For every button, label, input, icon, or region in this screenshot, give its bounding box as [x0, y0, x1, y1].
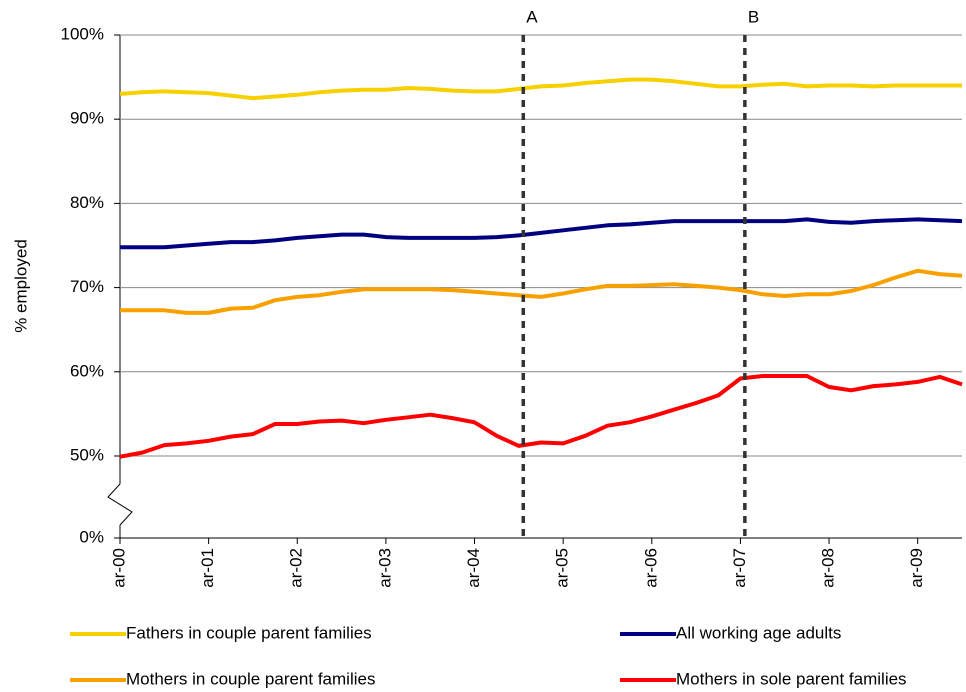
- axis-break: [107, 483, 133, 526]
- x-tick-label: ar-06: [641, 548, 660, 588]
- x-tick-label: ar-04: [464, 548, 483, 588]
- legend-label: Mothers in sole parent families: [676, 669, 907, 688]
- x-tick-label: ar-07: [730, 548, 749, 588]
- line-series: [119, 77, 962, 101]
- annotation-label: B: [748, 7, 759, 26]
- y-tick-label: 80%: [70, 193, 104, 212]
- x-tick-label: ar-00: [109, 548, 128, 588]
- x-tick-label: ar-02: [287, 548, 306, 588]
- legend-label: All working age adults: [676, 623, 841, 642]
- x-tick-label: ar-01: [198, 548, 217, 588]
- line-series: [119, 374, 963, 459]
- y-tick-label: 70%: [70, 277, 104, 296]
- x-tick-label: ar-05: [553, 548, 572, 588]
- line-series: [120, 268, 963, 315]
- line-series: [120, 217, 963, 250]
- legend-label: Fathers in couple parent families: [126, 623, 372, 642]
- x-tick-label: ar-03: [375, 548, 394, 588]
- legend-label: Mothers in couple parent families: [126, 669, 375, 688]
- y-tick-label: 0%: [79, 527, 104, 546]
- x-tick-label: ar-09: [907, 548, 926, 588]
- y-axis-label: % employed: [11, 239, 30, 333]
- y-tick-label: 90%: [70, 109, 104, 128]
- y-tick-label: 60%: [70, 361, 104, 380]
- y-tick-label: 100%: [61, 24, 104, 43]
- annotation-label: A: [526, 7, 538, 26]
- y-tick-label: 50%: [70, 445, 104, 464]
- x-tick-label: ar-08: [819, 548, 838, 588]
- y-axis: [107, 35, 962, 539]
